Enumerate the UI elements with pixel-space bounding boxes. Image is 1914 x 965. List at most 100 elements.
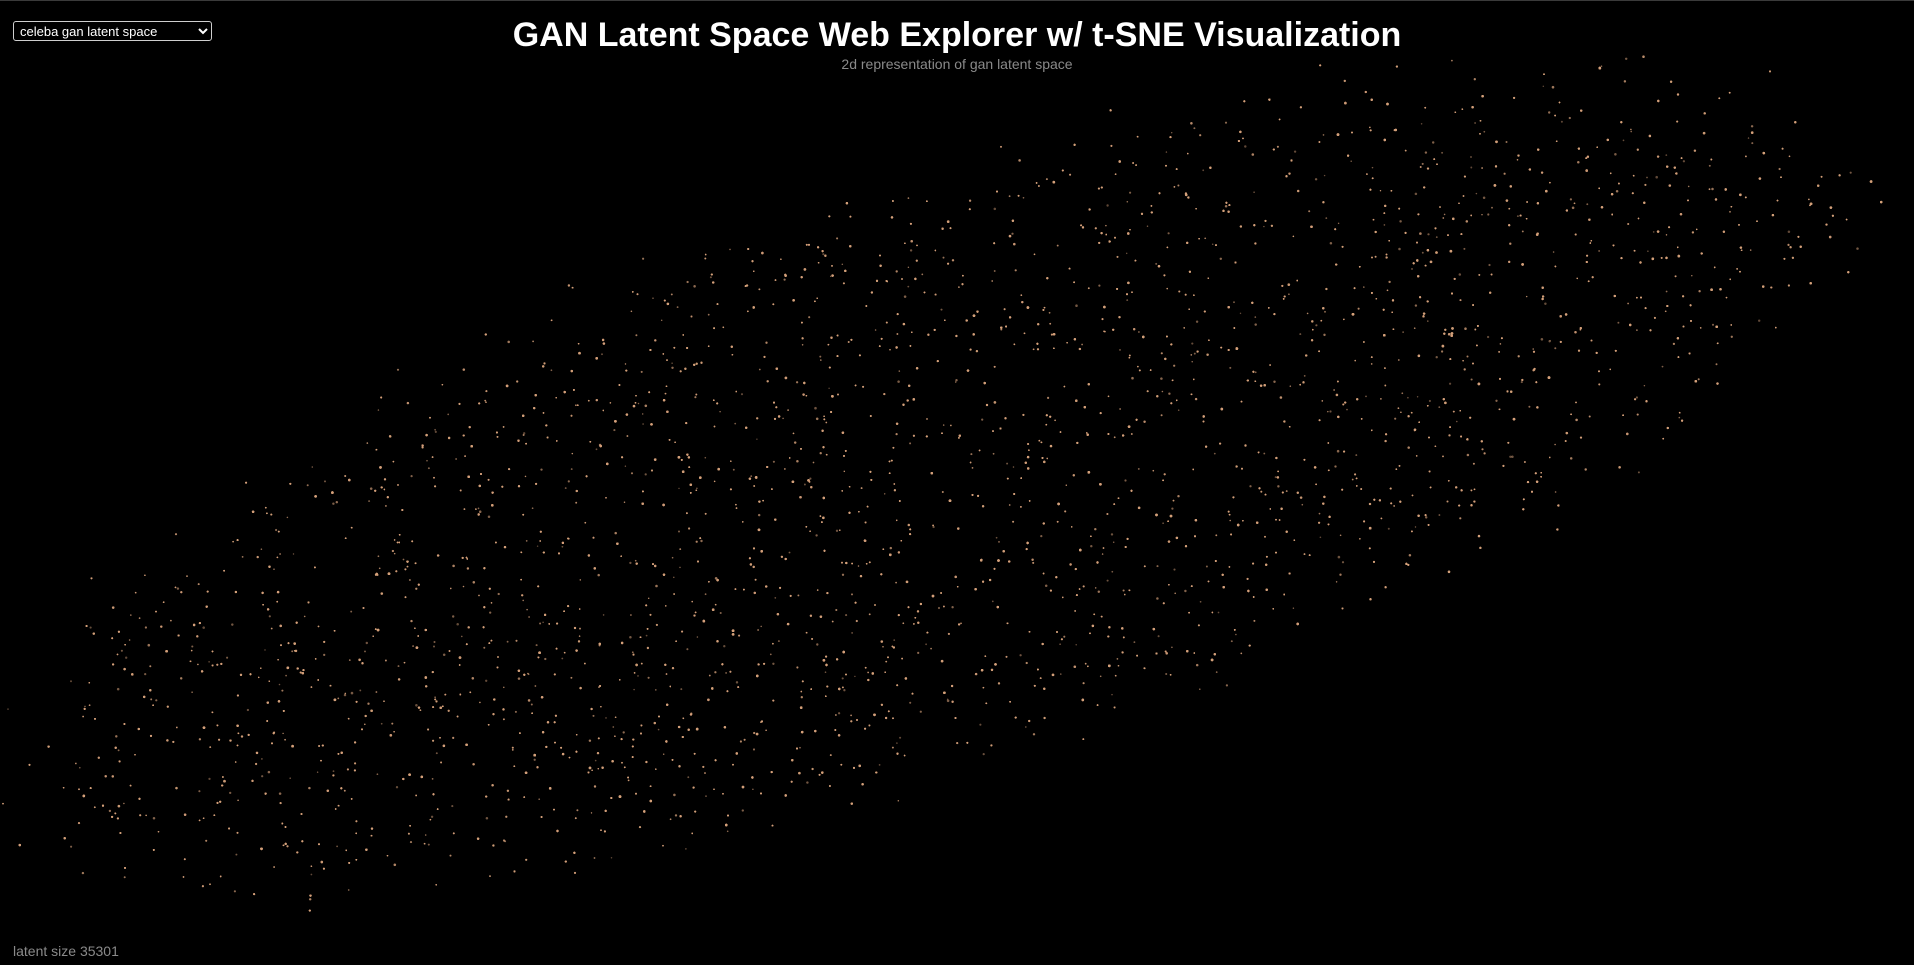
latent-point[interactable]	[655, 623, 658, 626]
latent-point[interactable]	[1636, 148, 1639, 151]
latent-point[interactable]	[1050, 333, 1053, 336]
latent-point[interactable]	[666, 410, 669, 414]
latent-point[interactable]	[600, 706, 602, 708]
latent-point[interactable]	[671, 666, 675, 670]
latent-point[interactable]	[431, 778, 434, 780]
latent-point[interactable]	[1542, 85, 1545, 88]
latent-point[interactable]	[741, 809, 744, 812]
latent-point[interactable]	[993, 270, 996, 272]
latent-point[interactable]	[714, 671, 717, 674]
latent-point[interactable]	[1281, 284, 1284, 287]
latent-point[interactable]	[1523, 460, 1526, 464]
latent-point[interactable]	[995, 536, 998, 539]
latent-point[interactable]	[575, 501, 578, 504]
latent-point[interactable]	[452, 564, 455, 568]
latent-point[interactable]	[743, 738, 746, 741]
latent-point[interactable]	[951, 700, 954, 703]
latent-point[interactable]	[1264, 219, 1267, 222]
latent-point[interactable]	[1032, 733, 1036, 736]
latent-point[interactable]	[897, 799, 900, 802]
latent-point[interactable]	[835, 608, 838, 612]
latent-point[interactable]	[1044, 584, 1048, 587]
latent-point[interactable]	[123, 802, 125, 805]
latent-point[interactable]	[951, 606, 954, 609]
latent-point[interactable]	[795, 381, 799, 384]
latent-point[interactable]	[1452, 410, 1455, 413]
latent-point[interactable]	[578, 608, 581, 610]
latent-point[interactable]	[694, 396, 697, 399]
latent-point[interactable]	[1394, 417, 1397, 420]
latent-point[interactable]	[487, 515, 491, 519]
latent-point[interactable]	[909, 442, 912, 445]
latent-point[interactable]	[1554, 443, 1556, 446]
latent-point[interactable]	[629, 561, 632, 565]
latent-point[interactable]	[570, 414, 573, 417]
latent-point[interactable]	[97, 756, 100, 759]
latent-point[interactable]	[806, 781, 809, 784]
latent-point[interactable]	[814, 406, 817, 410]
latent-point[interactable]	[925, 643, 927, 646]
latent-point[interactable]	[824, 671, 827, 673]
latent-point[interactable]	[1018, 159, 1021, 162]
latent-point[interactable]	[815, 417, 819, 421]
latent-point[interactable]	[104, 775, 107, 778]
latent-point[interactable]	[686, 280, 689, 284]
latent-point[interactable]	[1167, 232, 1170, 235]
latent-point[interactable]	[1424, 516, 1428, 519]
latent-point[interactable]	[629, 614, 632, 616]
latent-point[interactable]	[344, 474, 347, 478]
latent-point[interactable]	[149, 665, 152, 668]
latent-point[interactable]	[532, 340, 534, 343]
latent-point[interactable]	[1386, 289, 1389, 292]
latent-point[interactable]	[686, 648, 689, 651]
latent-point[interactable]	[1575, 418, 1578, 422]
latent-point[interactable]	[1386, 289, 1389, 292]
latent-point[interactable]	[1215, 534, 1218, 537]
latent-point[interactable]	[1509, 242, 1512, 245]
latent-point[interactable]	[1152, 469, 1155, 472]
latent-point[interactable]	[788, 551, 791, 554]
latent-point[interactable]	[991, 280, 994, 282]
latent-point[interactable]	[1281, 284, 1284, 287]
latent-point[interactable]	[1856, 247, 1859, 250]
latent-point[interactable]	[1160, 352, 1163, 355]
latent-point[interactable]	[1112, 541, 1115, 544]
latent-point[interactable]	[1043, 460, 1046, 464]
latent-point[interactable]	[395, 570, 398, 573]
latent-point[interactable]	[602, 614, 605, 616]
latent-point[interactable]	[180, 591, 183, 594]
latent-point[interactable]	[1008, 195, 1011, 198]
latent-point[interactable]	[1431, 141, 1435, 144]
latent-point[interactable]	[579, 579, 582, 581]
latent-point[interactable]	[7, 708, 9, 710]
latent-point[interactable]	[1000, 328, 1003, 331]
latent-point[interactable]	[527, 672, 529, 675]
latent-point[interactable]	[216, 663, 219, 666]
latent-point[interactable]	[273, 568, 275, 571]
latent-point[interactable]	[819, 355, 822, 358]
latent-point[interactable]	[1215, 671, 1218, 673]
latent-point[interactable]	[1163, 473, 1166, 476]
latent-point[interactable]	[570, 468, 573, 471]
latent-point[interactable]	[1672, 342, 1676, 346]
latent-point[interactable]	[205, 839, 208, 842]
latent-point[interactable]	[909, 701, 912, 704]
latent-point[interactable]	[1114, 674, 1117, 677]
latent-point[interactable]	[654, 689, 657, 691]
latent-point[interactable]	[1208, 339, 1210, 342]
latent-point[interactable]	[1106, 513, 1109, 515]
latent-point[interactable]	[1013, 242, 1016, 246]
latent-point[interactable]	[147, 643, 151, 647]
latent-point[interactable]	[1208, 339, 1210, 342]
latent-point[interactable]	[958, 286, 960, 288]
latent-point[interactable]	[799, 746, 801, 749]
latent-point[interactable]	[662, 753, 665, 755]
latent-point[interactable]	[1787, 243, 1790, 246]
latent-point[interactable]	[1195, 320, 1199, 323]
latent-point[interactable]	[1442, 217, 1445, 219]
latent-point[interactable]	[642, 257, 645, 260]
latent-point[interactable]	[1509, 455, 1512, 459]
latent-point[interactable]	[851, 632, 853, 634]
latent-point[interactable]	[447, 709, 450, 712]
